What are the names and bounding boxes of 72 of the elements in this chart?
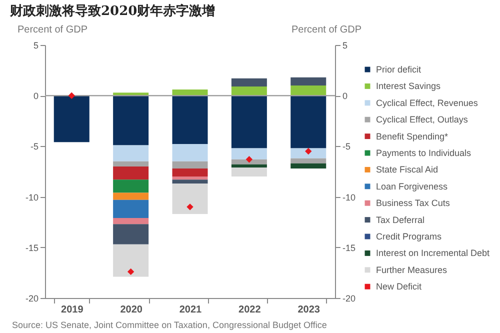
legend-label: Loan Forgiveness [376,181,448,192]
y2-tick-label: 5 [342,40,348,50]
y-tick-label: -15 [25,242,38,253]
y2-tick-label: -15 [342,242,356,253]
bar [231,78,267,86]
bar [290,96,326,148]
bar [113,145,149,162]
y2-tick-label: 0 [342,91,348,102]
bar [172,176,208,180]
bar [290,148,326,158]
point [186,204,194,210]
legend-label: Cyclical Effect, Outlays [376,114,468,125]
bar [113,96,149,146]
chart-title: 财政刺激将导致2020财年赤字激增 [10,2,216,20]
legend-label: Credit Programs [376,232,442,242]
y2-tick-label: -5 [342,142,351,152]
bar [172,90,208,96]
bar [172,168,208,177]
legend-label: Interest Savings [376,81,442,92]
point [246,156,253,163]
y2-tick-label: -10 [342,192,356,202]
y-tick-label: -10 [25,192,38,202]
bar [113,218,149,224]
bar [172,96,208,144]
x-tick-label: 2020 [120,304,143,316]
bar [231,159,267,164]
x-tick-label: 2021 [179,304,202,316]
legend-label: State Fiscal Aid [376,164,438,175]
legend-label: Payments to Individuals [376,148,472,158]
legend-label: Benefit Spending* [376,131,449,142]
y-tick-label: -5 [30,142,38,152]
legend-label: Prior deficit [376,64,422,74]
bar [113,161,149,166]
bar [231,167,267,177]
legend-label: New Deficit [376,282,422,292]
x-tick-label: 2023 [298,304,320,316]
point [127,268,134,276]
y-axis-title: Percent of GDP [18,24,88,36]
bar [231,164,267,168]
bar [172,180,208,184]
bar [231,148,267,160]
bar [290,163,326,168]
bar [113,224,149,244]
bar [290,158,326,164]
y-tick-label: -20 [25,294,38,304]
y-tick-label: 5 [33,40,38,50]
bar [113,192,149,200]
y2-axis-title: Percent of GDP [291,24,362,36]
legend-label: Interest on Incremental Debt [376,248,490,258]
bar [54,96,90,142]
source-note: Source: US Senate, Joint Committee on Taxation, Congressional Budget Office [12,320,327,330]
bar [290,85,326,96]
x-tick-label: 2019 [61,304,84,316]
point [68,92,75,99]
y2-tick-label: -20 [342,294,356,304]
y-tick-label: 0 [33,91,38,102]
point [305,148,312,155]
bar [231,86,267,96]
legend-label: Further Measures [376,264,448,275]
legend-label: Cyclical Effect, Revenues [376,98,478,108]
legend-label: Business Tax Cuts [376,198,450,208]
bar [113,166,149,180]
bar [113,244,149,277]
legend-label: Tax Deferral [376,214,425,225]
bar [113,180,149,193]
bar [231,96,267,148]
bar [113,200,149,218]
bar [172,161,208,168]
bar [172,184,208,214]
x-tick-label: 2022 [238,304,262,316]
bar [172,144,208,162]
bar [290,77,326,86]
